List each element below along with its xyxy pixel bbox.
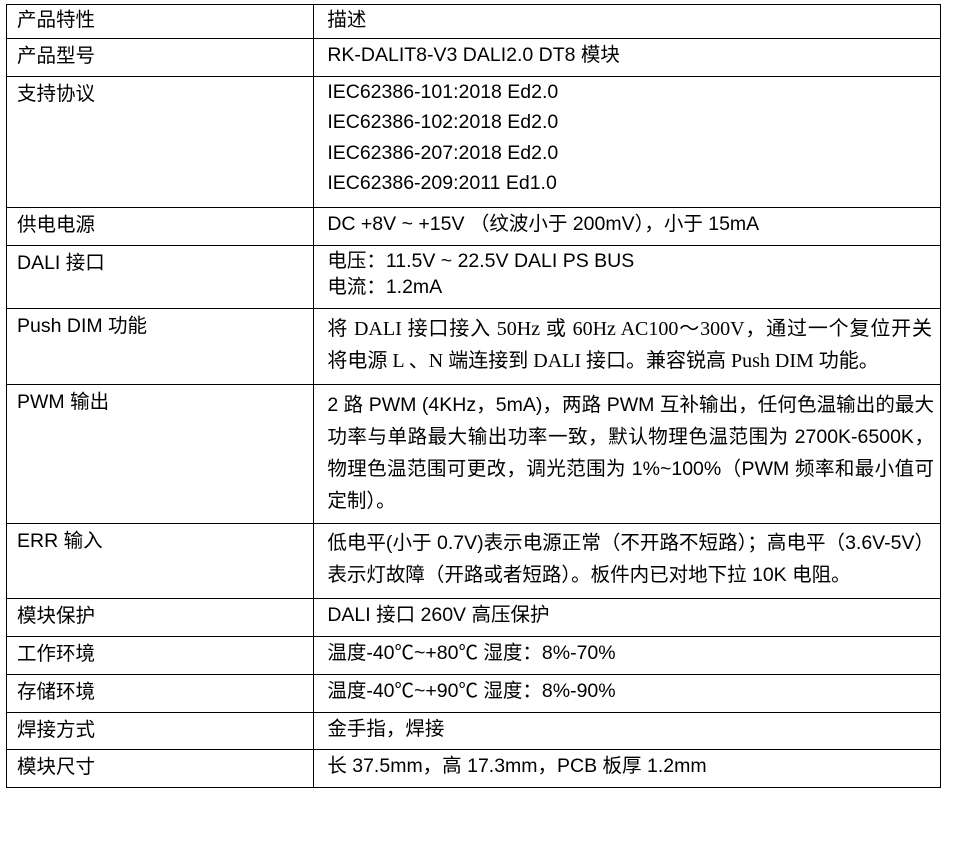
- table-row: 支持协议 IEC62386-101:2018 Ed2.0 IEC62386-10…: [5, 75, 941, 208]
- table-row: 焊接方式 金手指，焊接: [5, 711, 941, 751]
- column-header-feature: 产品特性: [5, 4, 315, 39]
- row-label-operating-environment: 工作环境: [5, 635, 315, 675]
- table-row: 模块保护 DALI 接口 260V 高压保护: [5, 597, 941, 637]
- product-specification-table: 产品特性 描述 产品型号 RK-DALIT8-V3 DALI2.0 DT8 模块…: [5, 4, 941, 789]
- protocol-line: IEC62386-102:2018 Ed2.0: [327, 111, 559, 134]
- table-row: 产品型号 RK-DALIT8-V3 DALI2.0 DT8 模块: [5, 37, 941, 77]
- table-row: DALI 接口 电压：11.5V ~ 22.5V DALI PS BUS 电流：…: [5, 244, 941, 309]
- table-row: 模块尺寸 长 37.5mm，高 17.3mm，PCB 板厚 1.2mm: [5, 749, 941, 789]
- row-value-module-dimensions: 长 37.5mm，高 17.3mm，PCB 板厚 1.2mm: [313, 749, 941, 789]
- table-row: ERR 输入 低电平(小于 0.7V)表示电源正常（不开路不短路）；高电平（3.…: [5, 523, 941, 599]
- column-header-description: 描述: [313, 4, 941, 39]
- row-value-err-input: 低电平(小于 0.7V)表示电源正常（不开路不短路）；高电平（3.6V-5V）表…: [313, 523, 941, 599]
- row-value-power-supply: DC +8V ~ +15V （纹波小于 200mV），小于 15mA: [313, 206, 941, 246]
- row-value-soldering-method: 金手指，焊接: [313, 711, 941, 751]
- column-header-description-text: 描述: [327, 9, 367, 31]
- row-label-push-dim-function: Push DIM 功能: [5, 307, 315, 385]
- row-label-soldering-method: 焊接方式: [5, 711, 315, 751]
- row-label-product-model: 产品型号: [5, 37, 315, 77]
- column-header-feature-text: 产品特性: [17, 9, 96, 31]
- table-row: PWM 输出 2 路 PWM (4KHz，5mA)，两路 PWM 互补输出，任何…: [5, 383, 941, 525]
- row-label-err-input: ERR 输入: [5, 523, 315, 599]
- row-value-pwm-output: 2 路 PWM (4KHz，5mA)，两路 PWM 互补输出，任何色温输出的最大…: [313, 383, 941, 525]
- row-value-storage-environment: 温度-40℃~+90℃ 湿度：8%-90%: [313, 673, 941, 713]
- row-value-supported-protocols: IEC62386-101:2018 Ed2.0 IEC62386-102:201…: [313, 75, 941, 208]
- table-row: 工作环境 温度-40℃~+80℃ 湿度：8%-70%: [5, 635, 941, 675]
- table-row: 供电电源 DC +8V ~ +15V （纹波小于 200mV），小于 15mA: [5, 206, 941, 246]
- row-value-operating-environment: 温度-40℃~+80℃ 湿度：8%-70%: [313, 635, 941, 675]
- table-row: Push DIM 功能 将 DALI 接口接入 50Hz 或 60Hz AC10…: [5, 307, 941, 385]
- protocol-line: IEC62386-209:2011 Ed1.0: [327, 172, 557, 195]
- dali-current-line: 电流：1.2mA: [327, 276, 443, 299]
- protocol-line: IEC62386-101:2018 Ed2.0: [327, 80, 559, 103]
- row-value-push-dim-function: 将 DALI 接口接入 50Hz 或 60Hz AC100～300V，通过一个复…: [313, 307, 941, 385]
- row-value-module-protection: DALI 接口 260V 高压保护: [313, 597, 941, 637]
- row-label-module-protection: 模块保护: [5, 597, 315, 637]
- row-label-module-dimensions: 模块尺寸: [5, 749, 315, 789]
- row-label-storage-environment: 存储环境: [5, 673, 315, 713]
- row-label-supported-protocols: 支持协议: [5, 75, 315, 208]
- table-row: 存储环境 温度-40℃~+90℃ 湿度：8%-90%: [5, 673, 941, 713]
- dali-voltage-line: 电压：11.5V ~ 22.5V DALI PS BUS: [327, 249, 635, 272]
- row-label-pwm-output: PWM 输出: [5, 383, 315, 525]
- row-label-dali-interface: DALI 接口: [5, 244, 315, 309]
- row-value-product-model: RK-DALIT8-V3 DALI2.0 DT8 模块: [313, 37, 941, 77]
- protocol-line: IEC62386-207:2018 Ed2.0: [327, 141, 559, 164]
- table-header-row: 产品特性 描述: [5, 4, 941, 39]
- row-value-dali-interface: 电压：11.5V ~ 22.5V DALI PS BUS 电流：1.2mA: [313, 244, 941, 309]
- row-label-power-supply: 供电电源: [5, 206, 315, 246]
